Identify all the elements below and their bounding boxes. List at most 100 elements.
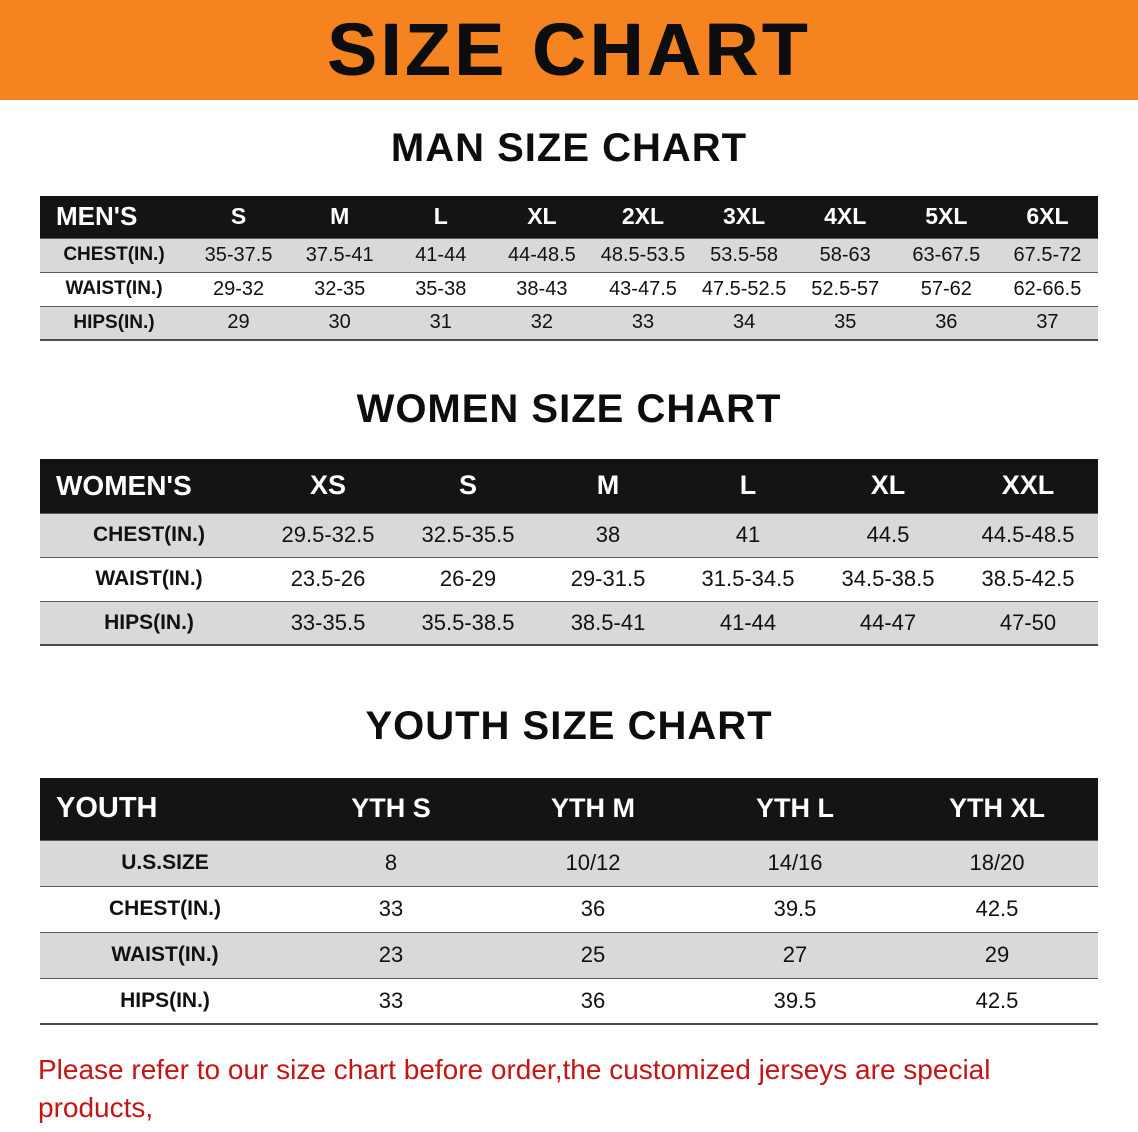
size-cell: 38 (595, 522, 621, 547)
size-cell: 23.5-26 (290, 566, 366, 591)
women-header-row: WOMEN'S XS S M L XL XXL (40, 459, 1098, 513)
column-header: XL (818, 459, 958, 513)
row-label: U.S.SIZE (121, 851, 209, 874)
column-header: 6XL (996, 196, 1098, 238)
size-cell: 34.5-38.5 (841, 566, 935, 591)
row-label: WAIST(IN.) (95, 567, 203, 590)
women-section-heading: WOMEN SIZE CHART (356, 387, 782, 431)
size-cell: 44-48.5 (507, 243, 576, 266)
women-table-title: WOMEN'S (40, 459, 258, 513)
row-label: CHEST(IN.) (63, 244, 165, 265)
column-header: YTH M (492, 778, 694, 840)
size-cell: 44.5 (866, 522, 910, 547)
size-cell: 43-47.5 (609, 277, 677, 300)
size-cell: 25 (580, 942, 606, 967)
youth-header-row: YOUTH YTH S YTH M YTH L YTH XL (40, 778, 1098, 840)
size-cell: 67.5-72 (1013, 243, 1082, 266)
column-header: 2XL (592, 196, 694, 238)
table-row: HIPS(IN.) 29 30 31 32 33 34 35 36 37 (40, 306, 1098, 340)
size-cell: 41-44 (415, 243, 467, 266)
size-cell: 38-43 (516, 277, 568, 300)
size-cell: 31 (429, 311, 452, 334)
table-row: WAIST(IN.) 23 25 27 29 (40, 932, 1098, 978)
size-cell: 57-62 (920, 277, 972, 300)
size-cell: 42.5 (975, 987, 1019, 1013)
size-cell: 14/16 (767, 850, 823, 875)
size-cell: 27 (782, 942, 808, 967)
youth-table-title: YOUTH (40, 778, 290, 840)
size-cell: 8 (384, 850, 398, 875)
disclaimer-note: Please refer to our size chart before or… (38, 1051, 1100, 1132)
size-cell: 44.5-48.5 (981, 522, 1075, 547)
column-header: YTH L (694, 778, 896, 840)
size-cell: 53.5-58 (710, 243, 779, 266)
youth-section-heading: YOUTH SIZE CHART (365, 704, 773, 748)
size-cell: 41-44 (719, 609, 777, 635)
size-cell: 32-35 (314, 277, 366, 300)
size-cell: 32 (530, 311, 553, 334)
column-header: XL (491, 196, 593, 238)
women-size-table: WOMEN'S XS S M L XL XXL CHEST(IN.) 29.5-… (40, 459, 1098, 646)
column-header: 3XL (693, 196, 795, 238)
size-cell: 62-66.5 (1013, 277, 1082, 300)
size-cell: 63-67.5 (912, 243, 981, 266)
size-cell: 58-63 (819, 243, 871, 266)
size-cell: 36 (580, 987, 606, 1013)
size-cell: 33-35.5 (290, 609, 366, 635)
column-header: YTH XL (896, 778, 1098, 840)
column-header: M (538, 459, 678, 513)
men-size-table: MEN'S S M L XL 2XL 3XL 4XL 5XL 6XL CHEST… (40, 196, 1098, 341)
column-header: XS (258, 459, 398, 513)
table-row: CHEST(IN.) 29.5-32.5 32.5-35.5 38 41 44.… (40, 513, 1098, 557)
size-cell: 32.5-35.5 (421, 522, 515, 547)
column-header: L (390, 196, 492, 238)
row-label: CHEST(IN.) (93, 523, 205, 546)
column-header: XXL (958, 459, 1098, 513)
size-cell: 38.5-42.5 (981, 566, 1075, 591)
size-cell: 29 (227, 311, 250, 334)
size-cell: 47-50 (999, 609, 1057, 635)
size-cell: 31.5-34.5 (701, 566, 795, 591)
size-cell: 37.5-41 (305, 243, 374, 266)
disclaimer-line-1: Please refer to our size chart before or… (38, 1054, 991, 1123)
size-cell: 35 (834, 311, 857, 334)
size-cell: 35.5-38.5 (421, 609, 515, 635)
page-title: SIZE CHART (327, 8, 811, 91)
column-header: 5XL (895, 196, 997, 238)
size-cell: 26-29 (439, 566, 497, 591)
column-header: L (678, 459, 818, 513)
men-table-title: MEN'S (40, 196, 188, 238)
youth-size-table: YOUTH YTH S YTH M YTH L YTH XL U.S.SIZE … (40, 778, 1098, 1025)
row-label: CHEST(IN.) (109, 897, 221, 920)
size-cell: 48.5-53.5 (600, 243, 686, 266)
size-cell: 30 (328, 311, 351, 334)
size-cell: 33 (631, 311, 655, 334)
size-cell: 34 (732, 311, 756, 334)
column-header: S (398, 459, 538, 513)
column-header: YTH S (290, 778, 492, 840)
size-cell: 33 (378, 987, 404, 1013)
size-cell: 29-31.5 (570, 566, 646, 591)
size-cell: 10/12 (565, 850, 621, 875)
men-header-row: MEN'S S M L XL 2XL 3XL 4XL 5XL 6XL (40, 196, 1098, 238)
size-cell: 37 (1036, 311, 1059, 334)
men-section-heading: MAN SIZE CHART (390, 126, 748, 170)
row-label: HIPS(IN.) (104, 610, 194, 634)
table-row: CHEST(IN.) 35-37.5 37.5-41 41-44 44-48.5… (40, 238, 1098, 272)
size-cell: 52.5-57 (811, 277, 880, 300)
size-cell: 35-38 (415, 277, 467, 300)
disclaimer-line-2: we don't accept cancel, change, teturn o… (38, 1130, 993, 1132)
table-row: WAIST(IN.) 29-32 32-35 35-38 38-43 43-47… (40, 272, 1098, 306)
column-header: 4XL (794, 196, 896, 238)
banner: SIZE CHART (0, 0, 1138, 100)
row-label: HIPS(IN.) (120, 988, 210, 1012)
size-cell: 39.5 (773, 896, 817, 921)
row-label: HIPS(IN.) (73, 311, 155, 333)
table-row: U.S.SIZE 8 10/12 14/16 18/20 (40, 840, 1098, 886)
column-header: M (289, 196, 391, 238)
size-cell: 23 (378, 942, 404, 967)
table-row: CHEST(IN.) 33 36 39.5 42.5 (40, 886, 1098, 932)
size-cell: 38.5-41 (570, 609, 646, 635)
table-row: WAIST(IN.) 23.5-26 26-29 29-31.5 31.5-34… (40, 557, 1098, 601)
